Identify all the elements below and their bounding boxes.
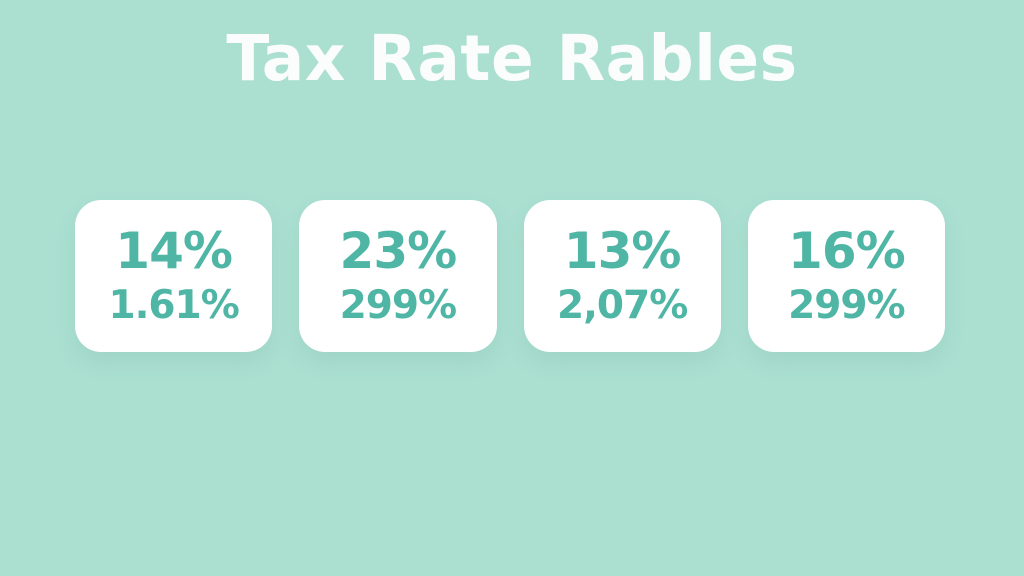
page-title: Tax Rate Rables (226, 22, 798, 95)
secondary-rate: 1.61% (108, 283, 239, 329)
secondary-rate: 299% (788, 283, 905, 329)
stat-card: 13% 2,07% (523, 200, 721, 352)
stat-card: 14% 1.61% (75, 200, 273, 352)
stat-cards-row: 14% 1.61% 23% 299% 13% 2,07% 16% 299% (75, 200, 945, 352)
primary-rate: 23% (339, 222, 458, 281)
secondary-rate: 2,07% (556, 283, 688, 329)
stat-card: 16% 299% (747, 200, 945, 352)
primary-rate: 14% (115, 222, 233, 281)
primary-rate: 13% (563, 222, 682, 281)
stat-card: 23% 299% (299, 200, 497, 352)
primary-rate: 16% (788, 222, 906, 281)
secondary-rate: 299% (339, 283, 457, 329)
tax-rate-infographic: Tax Rate Rables 14% 1.61% 23% 299% 13% 2… (0, 0, 1024, 352)
